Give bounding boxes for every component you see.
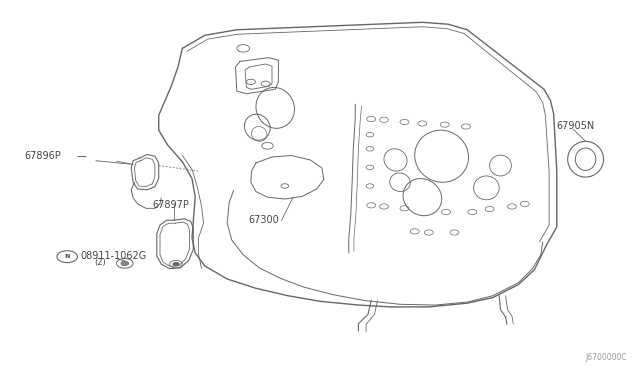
Text: —: — [77,151,86,161]
Text: 67905N: 67905N [557,121,595,131]
Text: N: N [65,254,70,259]
Text: (2): (2) [95,258,106,267]
Circle shape [121,261,129,266]
Text: J6700000C: J6700000C [586,353,627,362]
Text: 67300: 67300 [248,215,279,225]
Circle shape [173,262,179,266]
Text: 08911-1062G: 08911-1062G [80,251,147,261]
Text: 67897P: 67897P [152,201,189,210]
Text: 67896P: 67896P [24,151,61,161]
